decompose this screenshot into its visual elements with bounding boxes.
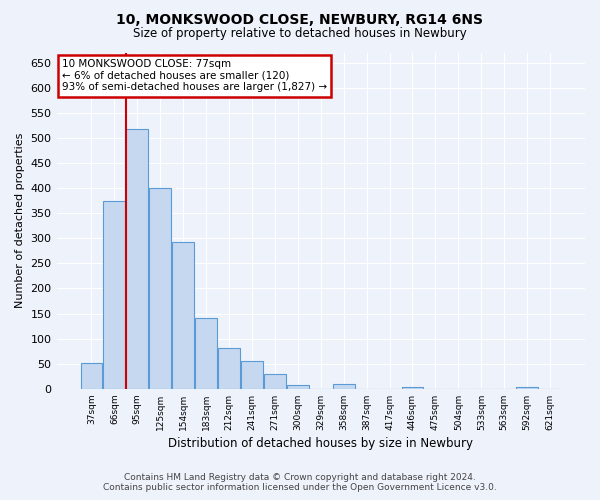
Bar bbox=[195, 318, 217, 389]
Text: 10, MONKSWOOD CLOSE, NEWBURY, RG14 6NS: 10, MONKSWOOD CLOSE, NEWBURY, RG14 6NS bbox=[116, 12, 484, 26]
Bar bbox=[218, 348, 240, 389]
Bar bbox=[264, 374, 286, 389]
Bar bbox=[172, 242, 194, 389]
Bar bbox=[401, 388, 424, 389]
X-axis label: Distribution of detached houses by size in Newbury: Distribution of detached houses by size … bbox=[168, 437, 473, 450]
Bar bbox=[516, 388, 538, 389]
Bar bbox=[127, 130, 148, 389]
Text: Size of property relative to detached houses in Newbury: Size of property relative to detached ho… bbox=[133, 28, 467, 40]
Bar bbox=[287, 385, 309, 389]
Text: 10 MONKSWOOD CLOSE: 77sqm
← 6% of detached houses are smaller (120)
93% of semi-: 10 MONKSWOOD CLOSE: 77sqm ← 6% of detach… bbox=[62, 59, 327, 92]
Y-axis label: Number of detached properties: Number of detached properties bbox=[15, 133, 25, 308]
Bar bbox=[149, 188, 171, 389]
Text: Contains HM Land Registry data © Crown copyright and database right 2024.
Contai: Contains HM Land Registry data © Crown c… bbox=[103, 473, 497, 492]
Bar bbox=[103, 200, 125, 389]
Bar bbox=[241, 360, 263, 389]
Bar bbox=[333, 384, 355, 389]
Bar bbox=[80, 362, 103, 389]
